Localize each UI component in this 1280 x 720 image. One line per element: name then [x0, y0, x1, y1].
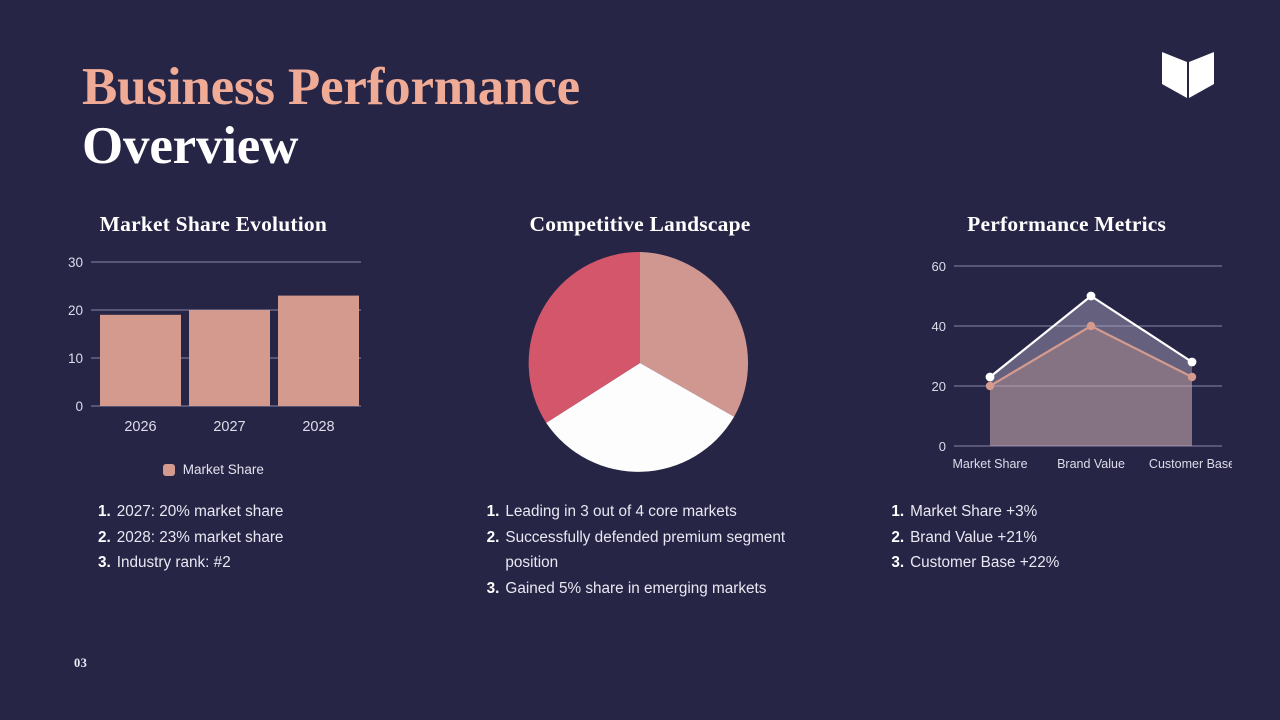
- list-item-number: 1.: [486, 503, 500, 520]
- bar-2026: [100, 314, 182, 406]
- list-item-number: 3.: [98, 554, 111, 572]
- list-item-number: 2.: [98, 528, 111, 546]
- y-tick-30: 30: [68, 255, 83, 270]
- list-item-label: Leading in 3 out of 4 core markets: [505, 503, 737, 520]
- x-tick-market-share: Market Share: [952, 457, 1027, 471]
- pie-slice-segment-a: [639, 252, 749, 417]
- bar-chart: 30 20 10 0 2026 2027 2028 Market Share: [0, 237, 427, 495]
- area-chart: 60 40 20 0: [853, 237, 1280, 495]
- x-tick-brand-value: Brand Value: [1057, 457, 1125, 471]
- content-columns: Market Share Evolution 30 20 10 0 2026 2: [0, 212, 1280, 652]
- list-item-number: 3.: [486, 580, 500, 598]
- list-item: 3. Gained 5% share in emerging markets: [487, 576, 827, 602]
- list-item-label: 2028: 23% market share: [116, 528, 284, 546]
- y-tick-20: 20: [931, 379, 945, 394]
- bar-chart-legend: Market Share: [0, 462, 427, 477]
- area-fill-current: [989, 296, 1192, 446]
- list-item-label: 2027: 20% market share: [116, 503, 284, 520]
- x-tick-2026: 2026: [125, 419, 157, 435]
- column-heading-3: Performance Metrics: [967, 212, 1167, 236]
- title-line-one: Business Performance: [82, 58, 580, 116]
- column-market-share-evolution: Market Share Evolution 30 20 10 0 2026 2: [0, 212, 427, 652]
- list-item-number: 2.: [486, 528, 500, 546]
- y-tick-0: 0: [938, 439, 945, 454]
- list-item-number: 2.: [891, 528, 905, 546]
- bullet-list-2: 1. Leading in 3 out of 4 core markets 2.…: [487, 499, 827, 602]
- pie-slice-segment-b: [546, 363, 735, 472]
- pie-chart: [427, 237, 854, 495]
- slide-title: Business Performance Overview: [82, 58, 580, 177]
- point-current-brand-value: [1086, 291, 1096, 301]
- column-performance-metrics: Performance Metrics 60 40 20 0: [853, 212, 1280, 652]
- bullet-list-1: 1. 2027: 20% market share 2. 2028: 23% m…: [98, 499, 398, 576]
- point-previous-market-share: [985, 381, 994, 391]
- open-book-logo: [1160, 50, 1216, 100]
- list-item: 3. Customer Base +22%: [891, 550, 1191, 576]
- list-item-label: Customer Base +22%: [910, 554, 1060, 572]
- list-item: 1. Leading in 3 out of 4 core markets: [487, 499, 827, 525]
- page-number: 03: [74, 656, 88, 670]
- bar-2028: [278, 295, 360, 406]
- x-tick-2028: 2028: [303, 419, 335, 435]
- column-competitive-landscape: Competitive Landscape 1. Leading in 3 ou…: [427, 212, 854, 652]
- x-tick-customer-base: Customer Base: [1149, 457, 1232, 471]
- list-item: 1. Market Share +3%: [891, 499, 1191, 525]
- title-line-two: Overview: [82, 117, 299, 176]
- bullet-list-3: 1. Market Share +3% 2. Brand Value +21% …: [891, 499, 1191, 576]
- list-item-label: Brand Value +21%: [910, 528, 1037, 546]
- y-tick-0: 0: [76, 399, 84, 414]
- column-heading-2: Competitive Landscape: [529, 212, 751, 236]
- y-tick-40: 40: [931, 319, 945, 334]
- list-item-label: Gained 5% share in emerging markets: [505, 580, 767, 598]
- legend-swatch-market-share: [162, 463, 175, 476]
- pie-slice-segment-c: [528, 251, 640, 423]
- list-item-label: Industry rank: #2: [116, 554, 231, 572]
- list-item-number: 1.: [98, 503, 111, 520]
- column-heading-1: Market Share Evolution: [99, 212, 328, 236]
- list-item-label: Market Share +3%: [910, 503, 1038, 520]
- y-tick-20: 20: [68, 303, 83, 318]
- list-item: 1. 2027: 20% market share: [98, 499, 398, 525]
- list-item-number: 3.: [891, 554, 905, 572]
- x-tick-2027: 2027: [214, 419, 246, 435]
- point-previous-customer-base: [1187, 372, 1196, 382]
- bar-2027: [189, 310, 271, 406]
- point-previous-brand-value: [1086, 321, 1095, 331]
- list-item: 3. Industry rank: #2: [98, 550, 398, 576]
- list-item: 2. 2028: 23% market share: [98, 525, 398, 551]
- list-item-number: 1.: [891, 503, 905, 520]
- legend-label-market-share: Market Share: [182, 462, 264, 477]
- y-tick-60: 60: [931, 259, 945, 274]
- point-current-customer-base: [1187, 357, 1197, 367]
- list-item: 2. Brand Value +21%: [891, 525, 1191, 551]
- list-item: 2. Successfully defended premium segment…: [487, 525, 827, 576]
- list-item-label: Successfully defended premium segment po…: [505, 528, 786, 572]
- y-tick-10: 10: [68, 351, 83, 366]
- point-current-market-share: [985, 372, 995, 382]
